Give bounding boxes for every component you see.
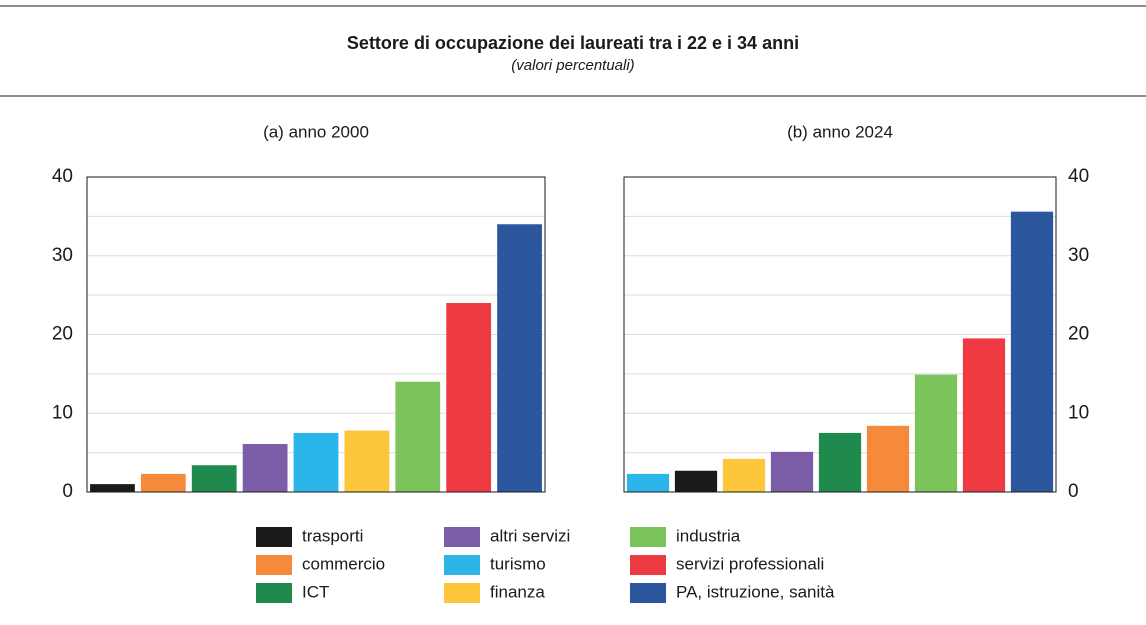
bar xyxy=(818,432,862,492)
legend-label: altri servizi xyxy=(490,526,570,545)
y-tick-label: 10 xyxy=(1068,402,1089,423)
legend-swatch xyxy=(444,555,480,575)
legend-label: industria xyxy=(676,526,741,545)
bar xyxy=(962,338,1006,492)
legend-label: trasporti xyxy=(302,526,363,545)
y-tick-label: 0 xyxy=(62,481,73,502)
legend-label: finanza xyxy=(490,582,545,601)
y-tick-label: 20 xyxy=(52,324,73,345)
plot-frame xyxy=(86,176,546,493)
y-tick-label: 0 xyxy=(1068,481,1079,502)
legend-label: commercio xyxy=(302,554,385,573)
y-tick-label: 10 xyxy=(52,402,73,423)
legend-swatch xyxy=(256,583,292,603)
y-tick-label: 40 xyxy=(1068,166,1089,187)
y-tick-label: 30 xyxy=(52,245,73,266)
legend-label: ICT xyxy=(302,582,329,601)
legend-label: turismo xyxy=(490,554,546,573)
bar xyxy=(446,303,492,492)
chart-title: Settore di occupazione dei laureati tra … xyxy=(347,33,799,53)
plot-frame xyxy=(623,176,1057,493)
y-tick-label: 20 xyxy=(1068,324,1089,345)
panel-title: (b) anno 2024 xyxy=(787,122,893,141)
bar xyxy=(626,473,670,492)
bar xyxy=(866,425,910,492)
bar xyxy=(191,465,237,492)
legend-swatch xyxy=(444,527,480,547)
legend-swatch xyxy=(630,555,666,575)
legend-swatch xyxy=(630,583,666,603)
bar xyxy=(497,224,542,492)
bar xyxy=(242,443,288,492)
y-tick-label: 40 xyxy=(52,166,73,187)
legend-swatch xyxy=(256,555,292,575)
bar xyxy=(722,458,766,492)
legend-swatch xyxy=(256,527,292,547)
bar xyxy=(344,430,390,492)
bar xyxy=(674,470,718,492)
legend-swatch xyxy=(444,583,480,603)
legend-swatch xyxy=(630,527,666,547)
bar xyxy=(140,473,186,492)
bar xyxy=(395,381,441,492)
bar xyxy=(90,484,135,492)
bar xyxy=(914,374,958,492)
legend-label: servizi professionali xyxy=(676,554,824,573)
bar xyxy=(293,432,339,492)
y-tick-label: 30 xyxy=(1068,245,1089,266)
chart-subtitle: (valori percentuali) xyxy=(511,57,634,74)
bar xyxy=(1010,211,1054,492)
panel-title: (a) anno 2000 xyxy=(263,122,369,141)
legend-label: PA, istruzione, sanità xyxy=(676,582,835,601)
bar xyxy=(770,451,814,492)
